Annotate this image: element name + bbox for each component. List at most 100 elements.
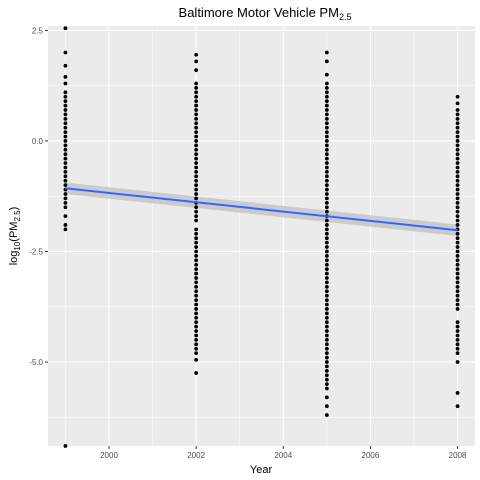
data-point [194,311,199,316]
data-point [194,333,199,338]
data-point [324,280,329,285]
data-point [455,329,460,333]
y-tick-label: -5.0 [29,358,43,367]
data-point [194,346,199,351]
data-point [455,112,460,117]
data-point [63,152,68,157]
data-point [324,395,329,400]
data-point [194,196,199,201]
data-point [324,333,329,338]
data-point [324,368,329,373]
data-point [324,360,329,364]
data-point [455,169,460,174]
data-point [455,262,460,267]
data-point [194,147,199,152]
data-point [194,298,199,303]
data-point [194,289,199,294]
data-point [194,192,199,196]
data-point [455,293,460,298]
fit-line [65,187,458,232]
data-point [63,116,68,121]
data-point [194,324,199,329]
data-point [194,187,199,192]
data-point [63,156,68,161]
data-point [63,94,68,99]
data-point [324,125,329,130]
data-point [194,183,199,188]
data-point [324,152,329,157]
data-point [194,276,199,280]
data-point [63,50,68,55]
data-point [324,302,329,307]
data-point [324,121,329,126]
data-point [455,178,460,183]
chart-title-subscript: 2.5 [339,12,352,22]
data-point [324,276,329,280]
data-point [455,130,460,135]
data-point [194,351,199,356]
data-point [455,404,460,409]
data-point [194,52,199,57]
data-point [324,253,329,258]
data-point [63,125,68,130]
data-point [194,165,199,170]
data-point [324,85,329,90]
data-point [194,337,199,342]
data-point [63,196,68,201]
data-point [455,156,460,161]
data-point [455,125,460,130]
data-point [455,236,460,241]
data-point [324,324,329,329]
data-point [455,360,460,364]
x-tick-label: 2006 [362,451,380,460]
data-point [455,302,460,307]
data-point [455,342,460,347]
data-point [324,196,329,201]
data-point [324,81,329,86]
data-point [324,289,329,294]
data-points [63,26,460,448]
y-tick-label: 2.5 [32,26,44,35]
data-point [63,147,68,152]
data-point [194,143,199,148]
data-point [194,342,199,347]
data-point [324,413,329,417]
chart-title: Baltimore Motor Vehicle PM2.5 [179,5,352,22]
data-point [194,108,199,112]
data-point [455,183,460,188]
data-point [194,307,199,311]
data-point [63,139,68,143]
data-point [324,320,329,325]
data-point [455,205,460,210]
data-point [324,236,329,241]
data-point [324,200,329,205]
data-point [63,112,68,117]
plot-panel [48,26,475,446]
data-point [63,200,68,205]
data-point [455,271,460,276]
data-point [324,72,329,77]
data-point [324,147,329,152]
data-point [324,346,329,351]
data-point [63,103,68,108]
data-point [194,59,199,64]
data-point [324,187,329,192]
data-point [455,196,460,201]
data-point [324,205,329,210]
data-point [324,262,329,267]
data-point [324,108,329,112]
data-point [194,174,199,179]
data-point [455,152,460,157]
data-point [324,183,329,188]
data-point [194,121,199,126]
data-point [194,103,199,108]
data-point [455,284,460,289]
data-point [324,293,329,298]
data-point [194,205,199,210]
data-point [194,218,199,223]
x-tick-label: 2002 [187,451,205,460]
data-point [63,205,68,210]
data-point [455,94,460,99]
fit-line-group [65,187,458,232]
data-point [194,262,199,267]
